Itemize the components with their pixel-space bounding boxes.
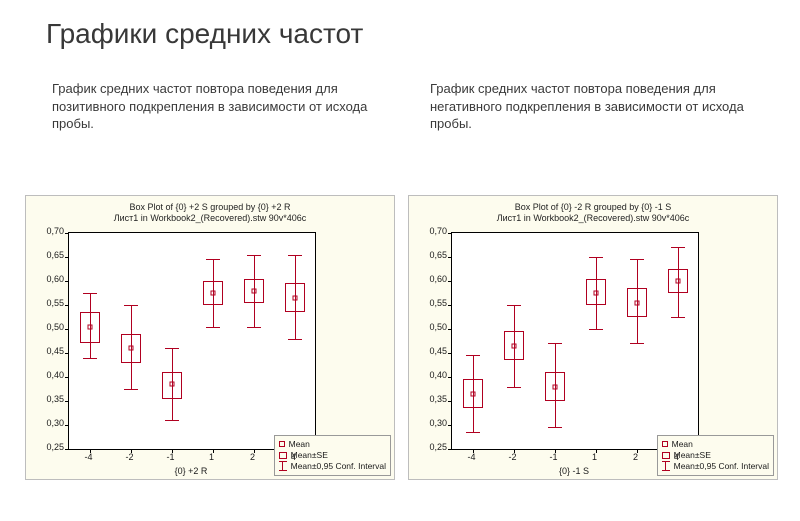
whisker-cap [83,358,97,359]
y-tick-label: 0,65 [413,250,447,260]
legend-mean-icon [662,441,668,447]
mean-marker [511,343,516,348]
whisker-cap [124,389,138,390]
legend-se-label: Mean±SE [291,450,328,461]
y-tick-label: 0,55 [30,298,64,308]
whisker-cap [288,255,302,256]
y-tick-label: 0,25 [413,442,447,452]
whisker-cap [671,317,685,318]
y-tick-label: 0,25 [30,442,64,452]
chart-title-right: Box Plot of {0} -2 R grouped by {0} -1 S… [409,202,777,225]
x-tick-label: -1 [166,452,174,462]
mean-marker [552,384,557,389]
whisker-cap [548,343,562,344]
slide-title: Графики средних частот [46,18,363,50]
whisker-cap [288,339,302,340]
chart-title-line1: Box Plot of {0} -2 R grouped by {0} -1 S [409,202,777,213]
mean-marker [634,300,639,305]
whisker-cap [165,348,179,349]
legend-ci: Mean±0,95 Conf. Interval [662,461,769,472]
x-axis-label: {0} +2 R [175,466,208,476]
right-caption: График средних частот повтора поведения … [430,80,750,133]
y-tick-label: 0,50 [413,322,447,332]
whisker-cap [247,327,261,328]
whisker-cap [206,327,220,328]
left-caption: График средних частот повтора поведения … [52,80,372,133]
x-tick-label: -1 [549,452,557,462]
whisker-cap [630,343,644,344]
mean-marker [251,288,256,293]
y-tick-label: 0,70 [413,226,447,236]
legend-se-icon [279,452,287,459]
y-tick-label: 0,70 [30,226,64,236]
whisker-cap [124,305,138,306]
legend-ci-label: Mean±0,95 Conf. Interval [674,461,769,472]
legend-se-label: Mean±SE [674,450,711,461]
x-tick-label: 4 [674,452,679,462]
x-tick-label: 1 [209,452,214,462]
x-tick-label: 1 [592,452,597,462]
boxplot-chart-right: Box Plot of {0} -2 R grouped by {0} -1 S… [408,195,778,480]
whisker-cap [630,259,644,260]
y-tick-label: 0,50 [30,322,64,332]
y-tick-label: 0,45 [30,346,64,356]
plot-area-left [68,232,316,450]
mean-marker [292,295,297,300]
y-tick-label: 0,65 [30,250,64,260]
whisker-cap [589,329,603,330]
mean-marker [169,382,174,387]
mean-marker [470,391,475,396]
legend-ci-icon [662,461,670,471]
whisker-cap [83,293,97,294]
mean-marker [210,291,215,296]
y-tick-label: 0,60 [413,274,447,284]
x-tick-label: -2 [125,452,133,462]
y-tick-label: 0,45 [413,346,447,356]
whisker-cap [507,305,521,306]
whisker-cap [671,247,685,248]
y-tick-label: 0,35 [30,394,64,404]
whisker-cap [165,420,179,421]
mean-marker [128,346,133,351]
mean-marker [87,324,92,329]
whisker-cap [589,257,603,258]
legend-mean-label: Mean [672,439,693,450]
legend-mean: Mean [279,439,386,450]
legend-mean-label: Mean [289,439,310,450]
x-tick-label: -4 [84,452,92,462]
mean-marker [675,279,680,284]
legend-mean: Mean [662,439,769,450]
x-tick-label: 4 [291,452,296,462]
y-tick-label: 0,30 [413,418,447,428]
chart-title-line2: Лист1 in Workbook2_(Recovered).stw 90v*4… [409,213,777,224]
y-tick-label: 0,40 [30,370,64,380]
x-axis-label: {0} -1 S [559,466,589,476]
boxplot-chart-left: Box Plot of {0} +2 S grouped by {0} +2 R… [25,195,395,480]
y-tick-label: 0,30 [30,418,64,428]
y-tick-label: 0,60 [30,274,64,284]
whisker-cap [466,355,480,356]
legend-ci-icon [279,461,287,471]
chart-title-line1: Box Plot of {0} +2 S grouped by {0} +2 R [26,202,394,213]
whisker-cap [548,427,562,428]
legend-ci-label: Mean±0,95 Conf. Interval [291,461,386,472]
whisker-cap [247,255,261,256]
chart-title-line2: Лист1 in Workbook2_(Recovered).stw 90v*4… [26,213,394,224]
x-tick-label: -4 [467,452,475,462]
y-tick-label: 0,55 [413,298,447,308]
whisker-cap [507,387,521,388]
legend-mean-icon [279,441,285,447]
chart-title-left: Box Plot of {0} +2 S grouped by {0} +2 R… [26,202,394,225]
legend-se-icon [662,452,670,459]
x-tick-label: -2 [508,452,516,462]
x-tick-label: 2 [250,452,255,462]
whisker-cap [466,432,480,433]
y-tick-label: 0,35 [413,394,447,404]
whisker-cap [206,259,220,260]
x-tick-label: 2 [633,452,638,462]
mean-marker [593,291,598,296]
y-tick-label: 0,40 [413,370,447,380]
legend-ci: Mean±0,95 Conf. Interval [279,461,386,472]
plot-area-right [451,232,699,450]
